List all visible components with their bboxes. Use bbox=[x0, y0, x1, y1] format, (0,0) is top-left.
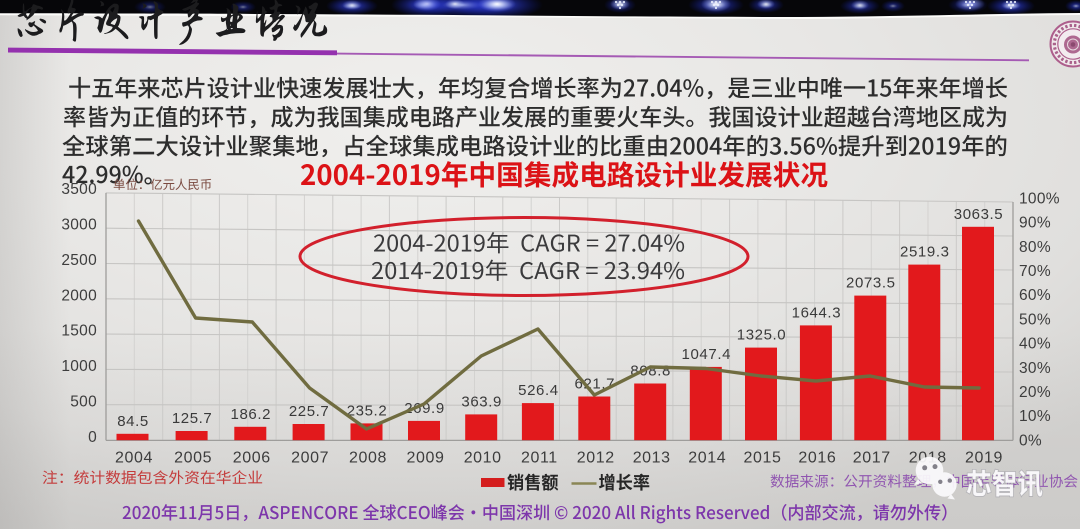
svg-text:20%: 20% bbox=[1019, 384, 1051, 401]
svg-text:40%: 40% bbox=[1019, 336, 1051, 353]
svg-text:2007: 2007 bbox=[291, 450, 329, 467]
svg-text:363.9: 363.9 bbox=[461, 393, 502, 410]
svg-text:2019: 2019 bbox=[965, 450, 1003, 467]
svg-text:3500: 3500 bbox=[61, 181, 97, 198]
svg-text:70%: 70% bbox=[1019, 263, 1051, 280]
svg-text:2010: 2010 bbox=[464, 450, 502, 467]
svg-text:225.7: 225.7 bbox=[289, 403, 330, 420]
svg-text:84.5: 84.5 bbox=[117, 413, 149, 430]
svg-text:1500: 1500 bbox=[61, 323, 97, 340]
svg-text:2011: 2011 bbox=[521, 450, 558, 467]
svg-text:2016: 2016 bbox=[798, 450, 836, 467]
svg-text:2000: 2000 bbox=[61, 287, 97, 304]
svg-text:60%: 60% bbox=[1019, 287, 1051, 304]
svg-text:2013: 2013 bbox=[633, 450, 671, 467]
svg-text:2004: 2004 bbox=[115, 450, 153, 467]
svg-text:50%: 50% bbox=[1019, 311, 1051, 328]
svg-text:10%: 10% bbox=[1019, 408, 1051, 425]
svg-text:1000: 1000 bbox=[61, 358, 97, 375]
svg-text:0: 0 bbox=[88, 429, 97, 446]
svg-text:1644.3: 1644.3 bbox=[792, 304, 841, 321]
svg-text:2006: 2006 bbox=[233, 450, 271, 467]
svg-text:2009: 2009 bbox=[407, 450, 445, 467]
svg-text:90%: 90% bbox=[1019, 215, 1051, 232]
svg-text:2005: 2005 bbox=[174, 450, 212, 467]
svg-text:3000: 3000 bbox=[61, 217, 97, 234]
svg-text:269.9: 269.9 bbox=[404, 400, 445, 417]
svg-text:2500: 2500 bbox=[61, 252, 97, 269]
svg-text:500: 500 bbox=[70, 394, 97, 411]
svg-text:2073.5: 2073.5 bbox=[846, 275, 895, 292]
svg-text:30%: 30% bbox=[1019, 360, 1051, 377]
svg-text:2015: 2015 bbox=[744, 450, 782, 467]
svg-text:80%: 80% bbox=[1019, 239, 1051, 256]
svg-text:235.2: 235.2 bbox=[347, 402, 388, 419]
svg-text:125.7: 125.7 bbox=[172, 410, 213, 427]
svg-text:2012: 2012 bbox=[577, 450, 615, 467]
svg-text:526.4: 526.4 bbox=[518, 382, 559, 399]
svg-text:2014: 2014 bbox=[688, 450, 726, 467]
svg-text:0%: 0% bbox=[1019, 432, 1042, 449]
svg-text:186.2: 186.2 bbox=[231, 406, 272, 423]
svg-text:2017: 2017 bbox=[853, 450, 891, 467]
svg-text:2519.3: 2519.3 bbox=[900, 244, 949, 261]
svg-text:100%: 100% bbox=[1019, 190, 1060, 207]
svg-text:1047.4: 1047.4 bbox=[682, 346, 731, 363]
svg-text:3063.5: 3063.5 bbox=[954, 206, 1003, 223]
svg-text:1325.0: 1325.0 bbox=[737, 327, 786, 344]
svg-text:2008: 2008 bbox=[349, 450, 387, 467]
svg-text:808.8: 808.8 bbox=[630, 363, 671, 380]
